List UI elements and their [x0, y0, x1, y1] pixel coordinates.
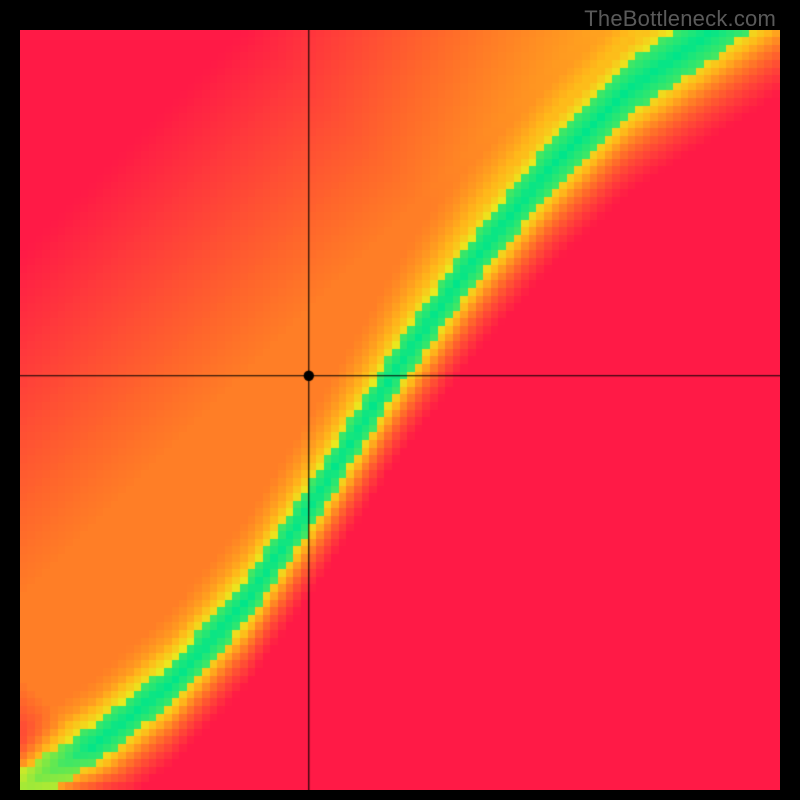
- watermark-text: TheBottleneck.com: [584, 6, 776, 32]
- chart-container: TheBottleneck.com: [0, 0, 800, 800]
- bottleneck-heatmap: [20, 30, 780, 790]
